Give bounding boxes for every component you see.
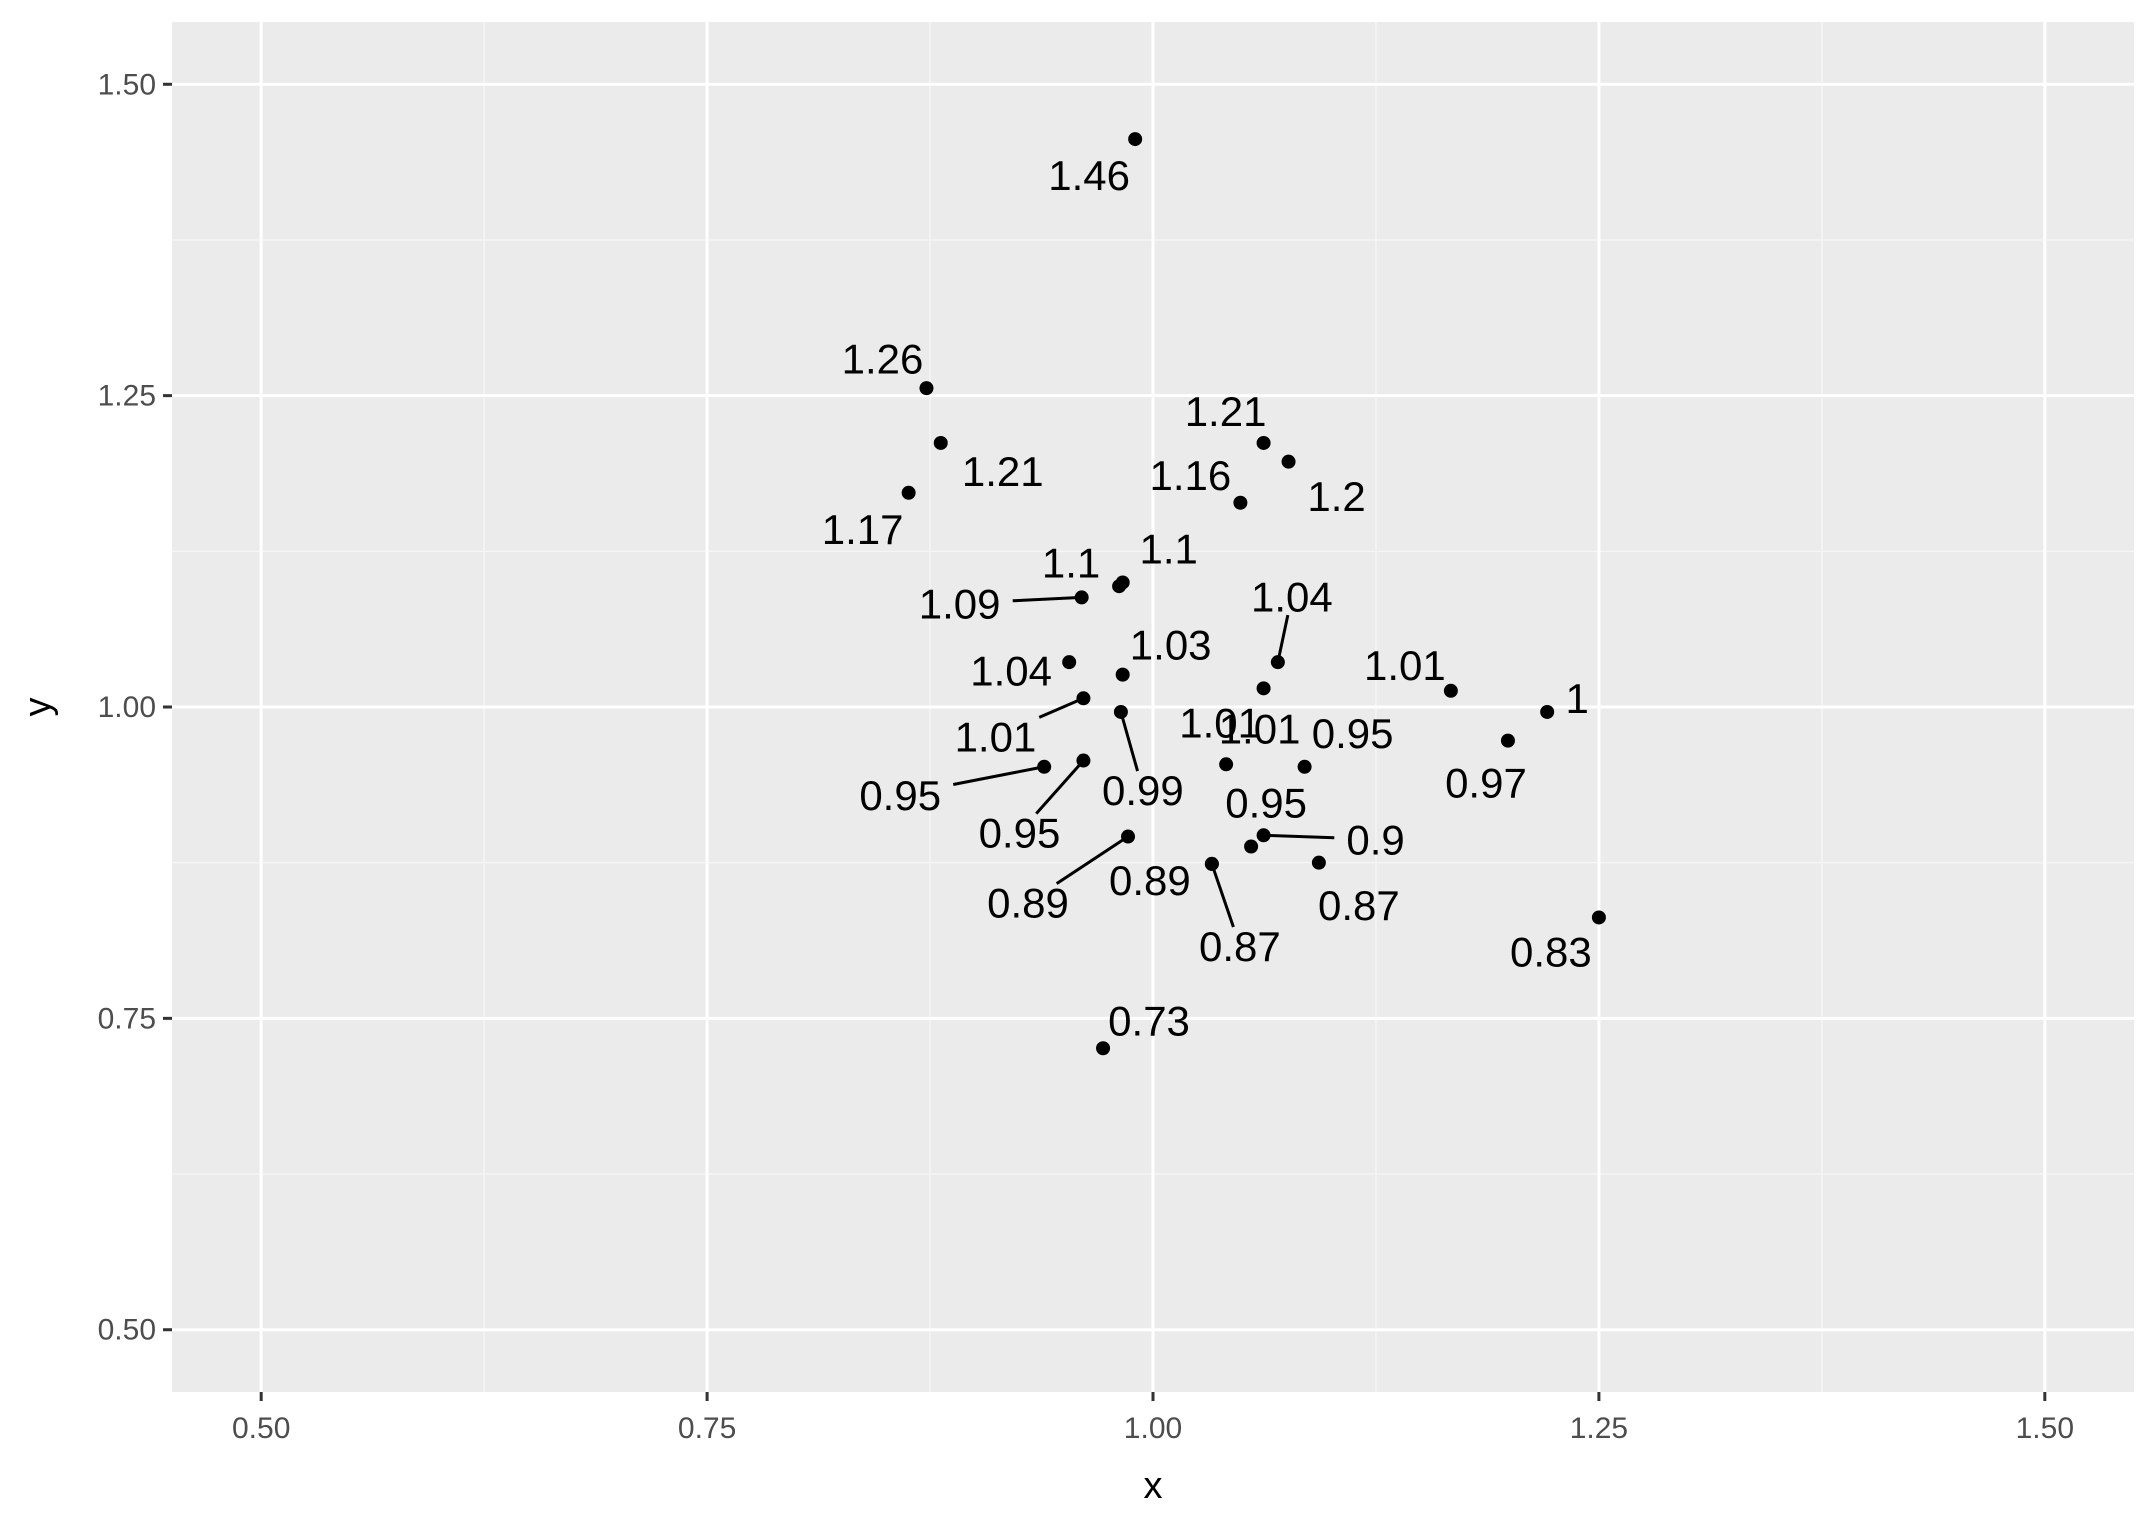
y-tick-label: 0.75: [98, 1002, 156, 1035]
data-point: [1244, 839, 1259, 854]
data-point: [1128, 132, 1143, 147]
label-leader-line: [1035, 759, 1085, 815]
point-label: 1.17: [822, 506, 904, 553]
data-points: [901, 132, 1606, 1056]
label-leader-lines: [952, 595, 1335, 928]
data-point: [1062, 655, 1077, 670]
y-axis-title: y: [17, 698, 59, 717]
point-label: 0.99: [1102, 767, 1184, 814]
x-tick-label: 1.25: [1570, 1412, 1628, 1445]
point-label: 0.87: [1318, 882, 1400, 929]
point-label: 1.16: [1150, 452, 1232, 499]
x-axis-title: x: [1144, 1465, 1163, 1507]
point-label: 0.89: [1109, 857, 1191, 904]
point-label: 0.89: [987, 880, 1069, 927]
x-tick-label: 1.00: [1124, 1412, 1182, 1445]
data-point: [1121, 829, 1136, 844]
data-point: [1500, 733, 1515, 748]
x-tick-label: 0.50: [232, 1412, 290, 1445]
data-point: [1540, 704, 1555, 719]
label-leader-line: [1119, 711, 1140, 772]
point-label: 1: [1566, 675, 1589, 722]
grid-lines: [172, 22, 2134, 1392]
data-point: [1115, 667, 1130, 682]
data-point: [1281, 454, 1296, 469]
data-point: [933, 435, 948, 450]
point-label: 0.95: [1312, 710, 1394, 757]
y-tick-label: 1.00: [98, 691, 156, 724]
y-tick-label: 1.50: [98, 68, 156, 101]
point-label: 1.04: [970, 647, 1052, 694]
point-label: 1.26: [842, 335, 924, 382]
x-tick-label: 0.75: [678, 1412, 736, 1445]
y-tick-label: 0.50: [98, 1314, 156, 1347]
point-label: 1.01: [1364, 642, 1446, 689]
point-label: 1.21: [1185, 388, 1267, 435]
label-leader-line: [1012, 595, 1082, 603]
point-label: 0.9: [1346, 816, 1404, 863]
point-label: 0.97: [1445, 760, 1527, 807]
label-leader-line: [1038, 696, 1085, 719]
data-point: [919, 381, 934, 396]
point-label: 0.73: [1108, 997, 1190, 1044]
point-label: 1.01: [955, 713, 1037, 760]
data-point: [1115, 575, 1130, 590]
data-point: [1256, 828, 1271, 843]
point-label: 1.21: [962, 448, 1044, 495]
data-point: [1096, 1041, 1111, 1056]
x-tick-label: 1.50: [2016, 1412, 2074, 1445]
data-point: [1204, 856, 1219, 871]
point-label: 1.03: [1130, 622, 1212, 669]
point-label: 1.09: [919, 581, 1001, 628]
point-label: 1.04: [1251, 573, 1333, 620]
point-labels: 1.46 1.26 1.21 1.17 1.21 1.2 1.16 1.1 1.1 1.09 1.0…: [822, 152, 1592, 1044]
data-point: [1311, 855, 1326, 870]
data-point: [1591, 910, 1606, 925]
data-point: [1270, 655, 1285, 670]
data-point: [1074, 590, 1089, 605]
point-label: 1.1: [1139, 526, 1197, 573]
y-tick-label: 1.25: [98, 380, 156, 413]
label-leader-line: [1276, 614, 1290, 663]
data-point: [1233, 495, 1248, 510]
data-point: [1076, 691, 1091, 706]
data-point: [1037, 759, 1052, 774]
point-label: 0.95: [859, 772, 941, 819]
point-label: 1.01: [1219, 705, 1301, 752]
data-point: [1076, 753, 1091, 768]
data-point: [1256, 681, 1271, 696]
label-leader-line: [1210, 863, 1235, 928]
data-point: [1219, 757, 1234, 772]
data-point: [901, 485, 916, 500]
point-label: 0.95: [979, 810, 1061, 857]
point-label: 1.1: [1042, 539, 1100, 586]
point-label: 0.83: [1510, 929, 1592, 976]
label-leader-line: [952, 765, 1045, 786]
point-label: 1.01: [1179, 699, 1261, 746]
axes: 0.50 0.75 1.00 1.25 1.50 0.50 0.75 1.00 1.25 1.50: [98, 68, 2074, 1445]
data-point: [1256, 435, 1271, 450]
label-leader-line: [1055, 835, 1129, 885]
point-label: 1.2: [1307, 473, 1365, 520]
point-label: 1.46: [1048, 152, 1130, 199]
data-point: [1113, 704, 1128, 719]
label-leader-line: [1263, 833, 1335, 840]
point-label: 0.87: [1199, 923, 1281, 970]
data-point: [1443, 683, 1458, 698]
data-point: [1297, 759, 1312, 774]
point-label: 0.95: [1225, 780, 1307, 827]
